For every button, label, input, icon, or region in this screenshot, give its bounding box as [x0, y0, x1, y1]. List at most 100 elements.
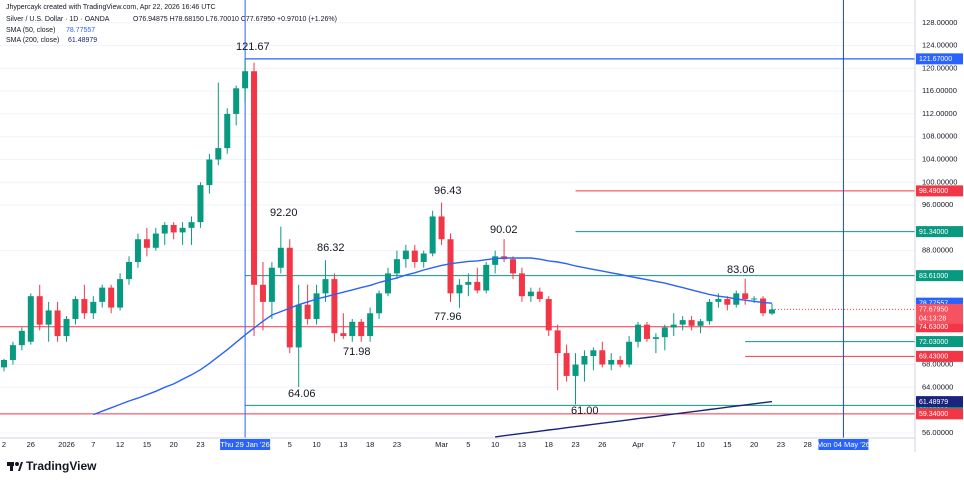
- candle-body: [518, 273, 525, 297]
- candle-body: [117, 279, 124, 308]
- x-tick-label: Mon 04 May '26: [817, 440, 870, 449]
- x-tick-label: 10: [696, 440, 704, 449]
- candle-body: [108, 287, 115, 308]
- x-tick-label: Thu 29 Jan '26: [220, 440, 269, 449]
- brand: TradingView: [26, 459, 97, 473]
- candle-body: [626, 341, 633, 365]
- x-tick-label: 10: [491, 440, 499, 449]
- candle-body: [563, 353, 570, 376]
- level-label-box: [916, 226, 963, 238]
- level-label: 74.63000: [919, 324, 948, 331]
- x-tick-label: 26: [27, 440, 35, 449]
- candle-body: [63, 318, 70, 337]
- candle-body: [224, 113, 231, 149]
- x-tick-label: Mar: [435, 440, 448, 449]
- candle-body: [643, 324, 650, 339]
- candle-body: [179, 227, 186, 233]
- candle-body: [206, 159, 213, 186]
- candle-body: [697, 321, 704, 326]
- legend-name: SMA (200, close): [6, 37, 59, 44]
- candle-body: [304, 304, 311, 319]
- annotation: 83.06: [727, 264, 755, 276]
- x-tick-label: 15: [723, 440, 731, 449]
- y-tick-label: 120.00000: [922, 63, 957, 72]
- x-tick-label: 2026: [58, 440, 75, 449]
- candle-body: [286, 247, 293, 348]
- grid: [0, 22, 915, 434]
- sma-label-box: [916, 396, 963, 408]
- x-highlight-box: [220, 439, 271, 450]
- x-tick-label: 10: [312, 440, 320, 449]
- candles: [1, 58, 775, 438]
- candle-body: [420, 253, 427, 263]
- countdown: 04:13:28: [919, 316, 946, 323]
- y-tick-label: 116.00000: [922, 86, 957, 95]
- candle-body: [688, 320, 695, 326]
- candle-body: [510, 259, 517, 274]
- candle-body: [81, 299, 88, 314]
- x-tick-label: 28: [804, 440, 812, 449]
- annotation: 96.43: [434, 185, 462, 197]
- ohlc-legend: O76.94875 H78.68150 L76.70010 C77.67950 …: [133, 16, 337, 23]
- level-label-box: [916, 270, 963, 282]
- x-tick-label: 5: [466, 440, 470, 449]
- candle-body: [384, 273, 391, 294]
- x-highlight-box: [818, 439, 869, 450]
- candle-body: [715, 299, 722, 302]
- annotation: 86.32: [317, 242, 345, 254]
- annotations: 121.67 92.20 86.32 96.43 90.02 77.96 71.98 64.0…: [236, 41, 755, 417]
- candle-body: [429, 216, 436, 254]
- candle-body: [358, 321, 365, 337]
- candle-body: [170, 224, 177, 233]
- candle-body: [322, 279, 329, 294]
- x-tick-label: 2: [2, 440, 6, 449]
- candle-body: [376, 293, 383, 314]
- candle-body: [706, 301, 713, 322]
- level-label: 98.49000: [919, 188, 948, 195]
- candle-body: [277, 247, 284, 268]
- candle-body: [447, 239, 454, 294]
- level-label: 59.34000: [919, 411, 948, 418]
- annotation: 90.02: [490, 224, 518, 236]
- credit: Jhypercayk created with TradingView.com,…: [6, 4, 216, 11]
- y-tick-label: 124.00000: [922, 41, 957, 50]
- levels: [0, 0, 915, 438]
- sma-label: 61.48979: [919, 399, 948, 406]
- y-tick-label: 100.00000: [922, 177, 957, 186]
- candle-body: [742, 293, 749, 300]
- candle-body: [161, 224, 168, 234]
- candle-body: [617, 359, 624, 365]
- candle-body: [349, 321, 356, 337]
- y-tick-label: 68.00000: [922, 360, 953, 369]
- candle-body: [215, 148, 222, 160]
- candle-body: [545, 299, 552, 331]
- annotation: 61.00: [571, 405, 599, 417]
- candle-body: [751, 298, 758, 300]
- candle-body: [99, 287, 106, 302]
- level-label-box: [916, 336, 963, 348]
- y-tick-label: 108.00000: [922, 132, 957, 141]
- level-label: 72.03000: [919, 339, 948, 346]
- y-tick-label: 96.00000: [922, 200, 953, 209]
- symbol-title: Silver / U.S. Dollar · 1D · OANDA: [6, 16, 110, 23]
- annotation: 77.96: [434, 311, 462, 323]
- candle-body: [492, 256, 499, 265]
- candle-body: [259, 284, 266, 302]
- candle-body: [635, 324, 642, 342]
- candle-body: [152, 233, 159, 248]
- sma-label-box: [916, 297, 963, 309]
- candle-body: [18, 330, 25, 346]
- x-tick-label: 7: [672, 440, 676, 449]
- annotation: 121.67: [236, 41, 270, 53]
- x-tick-label: 12: [116, 440, 124, 449]
- candle-body: [679, 320, 686, 325]
- candle-body: [527, 291, 534, 297]
- candle-body: [652, 337, 659, 339]
- legend-value: 61.48979: [68, 37, 97, 44]
- candle-body: [438, 216, 445, 240]
- candle-body: [331, 279, 338, 334]
- level-label: 121.67000: [919, 56, 952, 63]
- sma-line: [495, 400, 773, 438]
- candle-body: [90, 301, 97, 314]
- candle-body: [554, 330, 561, 354]
